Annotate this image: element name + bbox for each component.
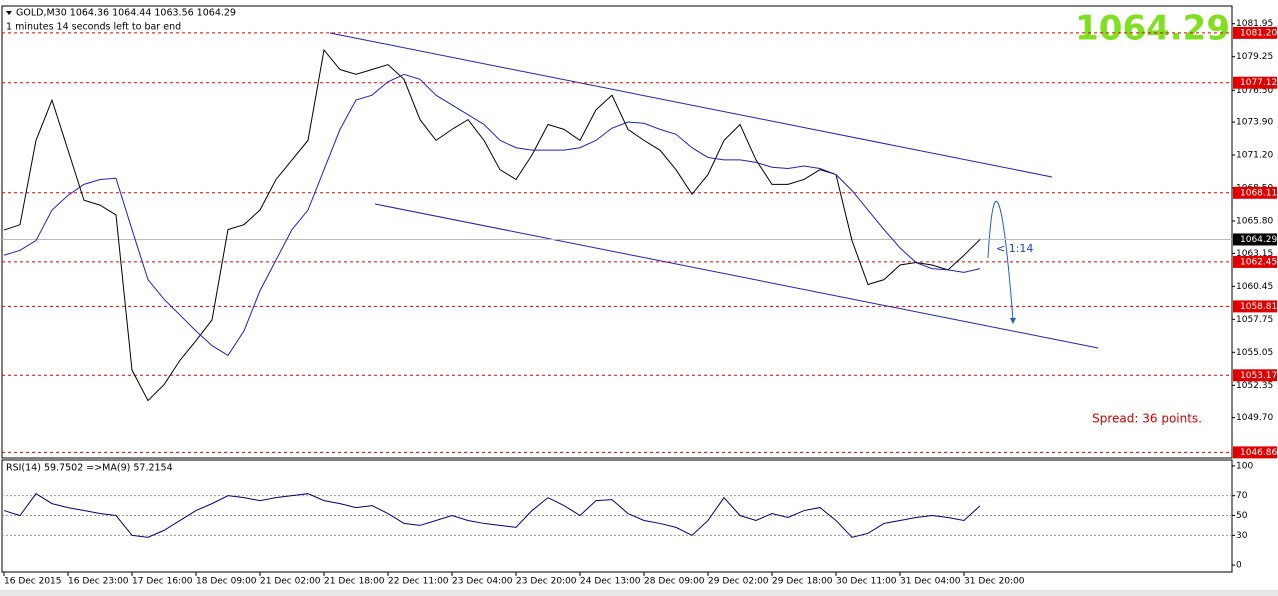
y-tick-label: 30 (1236, 531, 1248, 541)
bar-timer: 1 minutes 14 seconds left to bar end (6, 22, 181, 33)
x-tick-label: 16 Dec 23:00 (68, 577, 129, 587)
y-tick-label: 1063.15 (1236, 249, 1273, 259)
x-tick-label: 28 Dec 09:00 (644, 577, 705, 587)
level-tag (1233, 446, 1277, 459)
spread: Spread: 36 points. (1092, 412, 1202, 426)
level-tag (1233, 76, 1277, 89)
level-label: 1068.11 (1240, 188, 1277, 198)
countdown: < 1:14 (996, 242, 1033, 255)
y-tick-label: 1049.70 (1236, 413, 1273, 423)
level-tag (1233, 300, 1277, 313)
current-price-label: 1064.29 (1240, 235, 1277, 245)
x-tick-label: 31 Dec 04:00 (900, 577, 961, 587)
y-tick-label: 0 (1236, 561, 1242, 571)
rsi-title: RSI(14) 59.7502 =>MA(9) 57.2154 (6, 463, 173, 474)
price-panel (1, 5, 1233, 459)
level-label: 1053.17 (1240, 371, 1277, 381)
level-tag (1233, 186, 1277, 199)
y-tick-label: 1052.35 (1236, 381, 1273, 391)
level-label: 1081.20 (1240, 28, 1277, 38)
y-tick-label: 50 (1236, 511, 1248, 521)
level-label: 1062.45 (1240, 257, 1277, 267)
x-tick-label: 23 Dec 04:00 (452, 577, 513, 587)
level-tag (1233, 255, 1277, 268)
series-line (3, 73, 981, 357)
y-tick-label: 70 (1236, 491, 1248, 501)
y-tick-label: 1065.80 (1236, 217, 1273, 227)
x-tick-label: 30 Dec 11:00 (836, 577, 897, 587)
x-tick-label: 24 Dec 13:00 (580, 577, 641, 587)
level-tag (1233, 26, 1277, 39)
arrow-head (1010, 318, 1016, 324)
menu-icon (6, 11, 12, 15)
y-tick-label: 1071.20 (1236, 151, 1273, 161)
channel-lower (374, 203, 1099, 349)
bid-price: 1064.29 (1075, 9, 1230, 49)
x-tick-label: 17 Dec 16:00 (132, 577, 193, 587)
y-tick-label: 1079.25 (1236, 52, 1273, 62)
x-tick-label: 18 Dec 09:00 (196, 577, 257, 587)
y-tick-label: 1081.95 (1236, 19, 1273, 29)
x-tick-label: 29 Dec 18:00 (772, 577, 833, 587)
current-price-tag (1233, 233, 1277, 246)
x-tick-label: 16 Dec 2015 (4, 577, 62, 587)
forecast-arrow (987, 200, 1014, 321)
channel-upper (329, 32, 1053, 178)
series-line (3, 48, 981, 402)
y-tick-label: 100 (1236, 461, 1253, 471)
level-tag (1233, 369, 1277, 382)
level-label: 1077.12 (1240, 78, 1277, 88)
y-tick-label: 1076.50 (1236, 86, 1273, 96)
x-tick-label: 29 Dec 02:00 (708, 577, 769, 587)
level-label: 1058.81 (1240, 302, 1277, 312)
tab-strip (0, 590, 1278, 596)
x-tick-label: 21 Dec 02:00 (260, 577, 321, 587)
symbol-line: GOLD,M30 1064.36 1064.44 1063.56 1064.29 (16, 8, 236, 19)
y-tick-label: 1073.90 (1236, 118, 1273, 128)
series-line (3, 493, 981, 538)
x-tick-label: 31 Dec 20:00 (964, 577, 1025, 587)
y-tick-label: 1055.05 (1236, 348, 1273, 358)
x-tick-label: 21 Dec 18:00 (324, 577, 385, 587)
y-tick-label: 1057.75 (1236, 315, 1273, 325)
x-tick-label: 23 Dec 20:00 (516, 577, 577, 587)
y-tick-label: 1060.45 (1236, 282, 1273, 292)
level-label: 1046.86 (1240, 448, 1277, 458)
x-tick-label: 22 Dec 11:00 (388, 577, 449, 587)
